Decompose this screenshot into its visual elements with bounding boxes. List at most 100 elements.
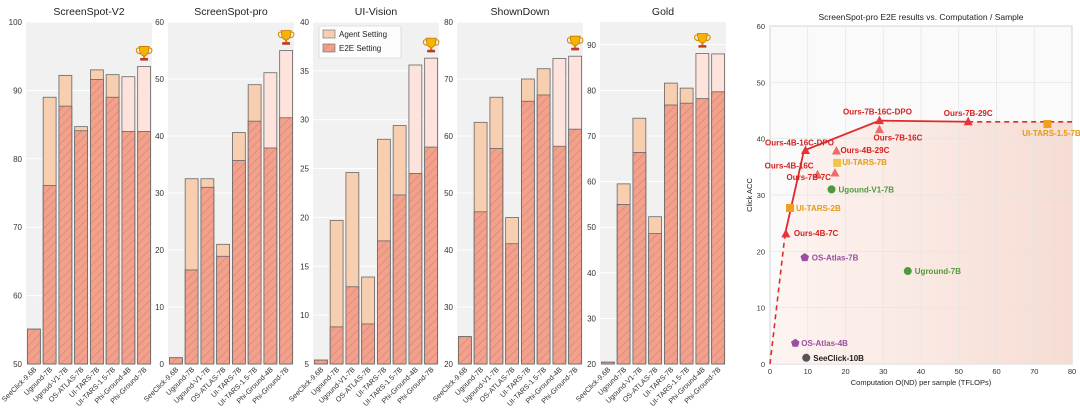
y-tick-label: 90 [587,41,596,50]
legend-label-agent: Agent Setting [339,30,387,39]
bar-e2e-setting [552,145,567,365]
point-label: Ours-7B-7C [786,173,831,182]
y-tick-label: 30 [155,189,164,198]
legend-box [318,25,402,59]
y-tick-label: 20 [757,247,765,256]
marker-ours-7b-16c-dpo [874,115,884,125]
bar-e2e-setting [521,100,535,365]
bar-e2e-setting [616,203,631,365]
legend: Agent Setting E2E Setting [318,25,402,59]
bar-chart-gold: 2030405060708090GoldSeeClick-9.6BUgound-… [574,6,726,408]
point-label: Uground-7B [915,267,961,276]
bar-e2e-setting [489,148,504,365]
y-tick-label: 50 [757,78,765,87]
point-ours-7b-29c: Ours-7B-29C [944,109,993,126]
x-tick-label: 20 [841,367,849,376]
point-ugound-v1-7b: Ugound-V1-7B [827,185,895,194]
marker-seeclick-10b [802,353,811,362]
marker-ui-tars-7b [833,158,842,167]
bar-e2e-setting [536,94,551,365]
bar-e2e-setting [473,211,488,365]
y-tick-label: 80 [587,86,596,95]
point-os-atlas-4b: OS-Atlas-4B [791,338,848,348]
y-tick-label: 35 [300,67,309,76]
x-tick-label: 10 [804,367,812,376]
point-label: UI-TARS-7B [842,158,887,167]
marker-ours-7b-16c [874,124,884,134]
point-label: Ugound-V1-7B [839,185,895,194]
bar-e2e-setting [90,79,104,365]
bar-e2e-setting [361,323,375,365]
marker-ours-4b-7c [781,228,791,238]
point-seeclick-10b: SeeClick-10B [802,353,864,363]
x-tick-label: 80 [1068,367,1076,376]
y-tick-label: 70 [13,223,22,232]
x-tick-label: 0 [768,367,772,376]
point-label: SeeClick-10B [813,354,864,363]
point-ours-7b-7c: Ours-7B-7C [786,168,840,182]
bar-e2e-setting [27,328,41,365]
point-ui-tars-2b: UI-TARS-2B [786,203,841,213]
bar-e2e-setting [314,359,328,365]
x-tick-label: 40 [917,367,925,376]
x-tick-label: 60 [992,367,1000,376]
point-label: Ours-7B-16C-DPO [843,108,912,117]
point-label: Ours-4B-16C [765,162,814,171]
marker-ours-4b-29c [831,146,841,155]
point-label: Ours-7B-29C [944,109,993,118]
y-tick-label: 20 [155,246,164,255]
legend-swatch-agent [322,29,336,39]
point-label: Ours-7B-16C [873,134,922,143]
bar-e2e-setting [247,120,262,365]
y-tick-label: 50 [155,75,164,84]
y-tick-label: 50 [444,189,453,198]
y-tick-label: 70 [587,132,596,141]
bar-e2e-setting [377,240,391,365]
bar-chart-showndown: 20304050607080ShownDownSeeClick-9.6BUgou… [431,6,584,408]
point-label: Ours-4B-16C-DPO [765,138,834,147]
bar-e2e-setting [232,160,246,365]
bar-e2e-setting [200,186,215,365]
y-tick-label: 80 [13,155,22,164]
y-tick-label: 40 [757,135,765,144]
bar-e2e-setting [664,104,678,365]
bar-e2e-setting [184,269,199,365]
y-tick-label: 20 [587,360,596,369]
bar-e2e-setting [42,185,57,365]
bar-e2e-setting [137,131,151,365]
frontier-line [784,119,969,235]
bar-e2e-setting [711,91,725,365]
y-tick-label: 0 [160,360,165,369]
y-tick-label: 30 [757,191,765,200]
bar-chart-screenspot-v2: 5060708090100ScreenSpot-V2SeeClick-9.6BU… [0,6,153,408]
y-tick-label: 60 [587,178,596,187]
y-tick-label: 40 [587,269,596,278]
chart-title: ScreenSpot-V2 [53,6,124,18]
point-ours-4b-16c: Ours-4B-16C [765,162,823,179]
chart-title: Gold [652,6,674,18]
y-tick-label: 60 [444,132,453,141]
y-tick-label: 80 [444,18,453,27]
point-ours-4b-29c: Ours-4B-29C [831,146,890,155]
legend-label-e2e: E2E Setting [339,44,381,53]
bar-charts: 5060708090100ScreenSpot-V2SeeClick-9.6BU… [0,6,726,408]
y-tick-label: 60 [757,22,765,31]
y-tick-label: 100 [9,18,23,27]
bar-e2e-setting [392,194,407,365]
bar-e2e-setting [505,243,519,365]
bar-e2e-setting [679,102,694,365]
point-label: OS-Atlas-4B [801,339,848,348]
marker-ours-7b-7c [830,168,840,177]
point-label: Ours-4B-7C [794,229,839,238]
point-ours-7b-16c-dpo: Ours-7B-16C-DPO [843,108,912,125]
point-ours-4b-16c-dpo: Ours-4B-16C-DPO [765,138,834,154]
y-tick-label: 30 [300,116,309,125]
bar-e2e-setting [58,105,73,365]
point-ours-7b-16c: Ours-7B-16C [873,124,923,143]
bar-e2e-setting [169,357,183,365]
point-label: Ours-4B-29C [840,146,889,155]
marker-ui-tars-1-5-7b [1043,120,1052,129]
bar-e2e-setting [279,117,293,365]
y-tick-label: 40 [444,246,453,255]
